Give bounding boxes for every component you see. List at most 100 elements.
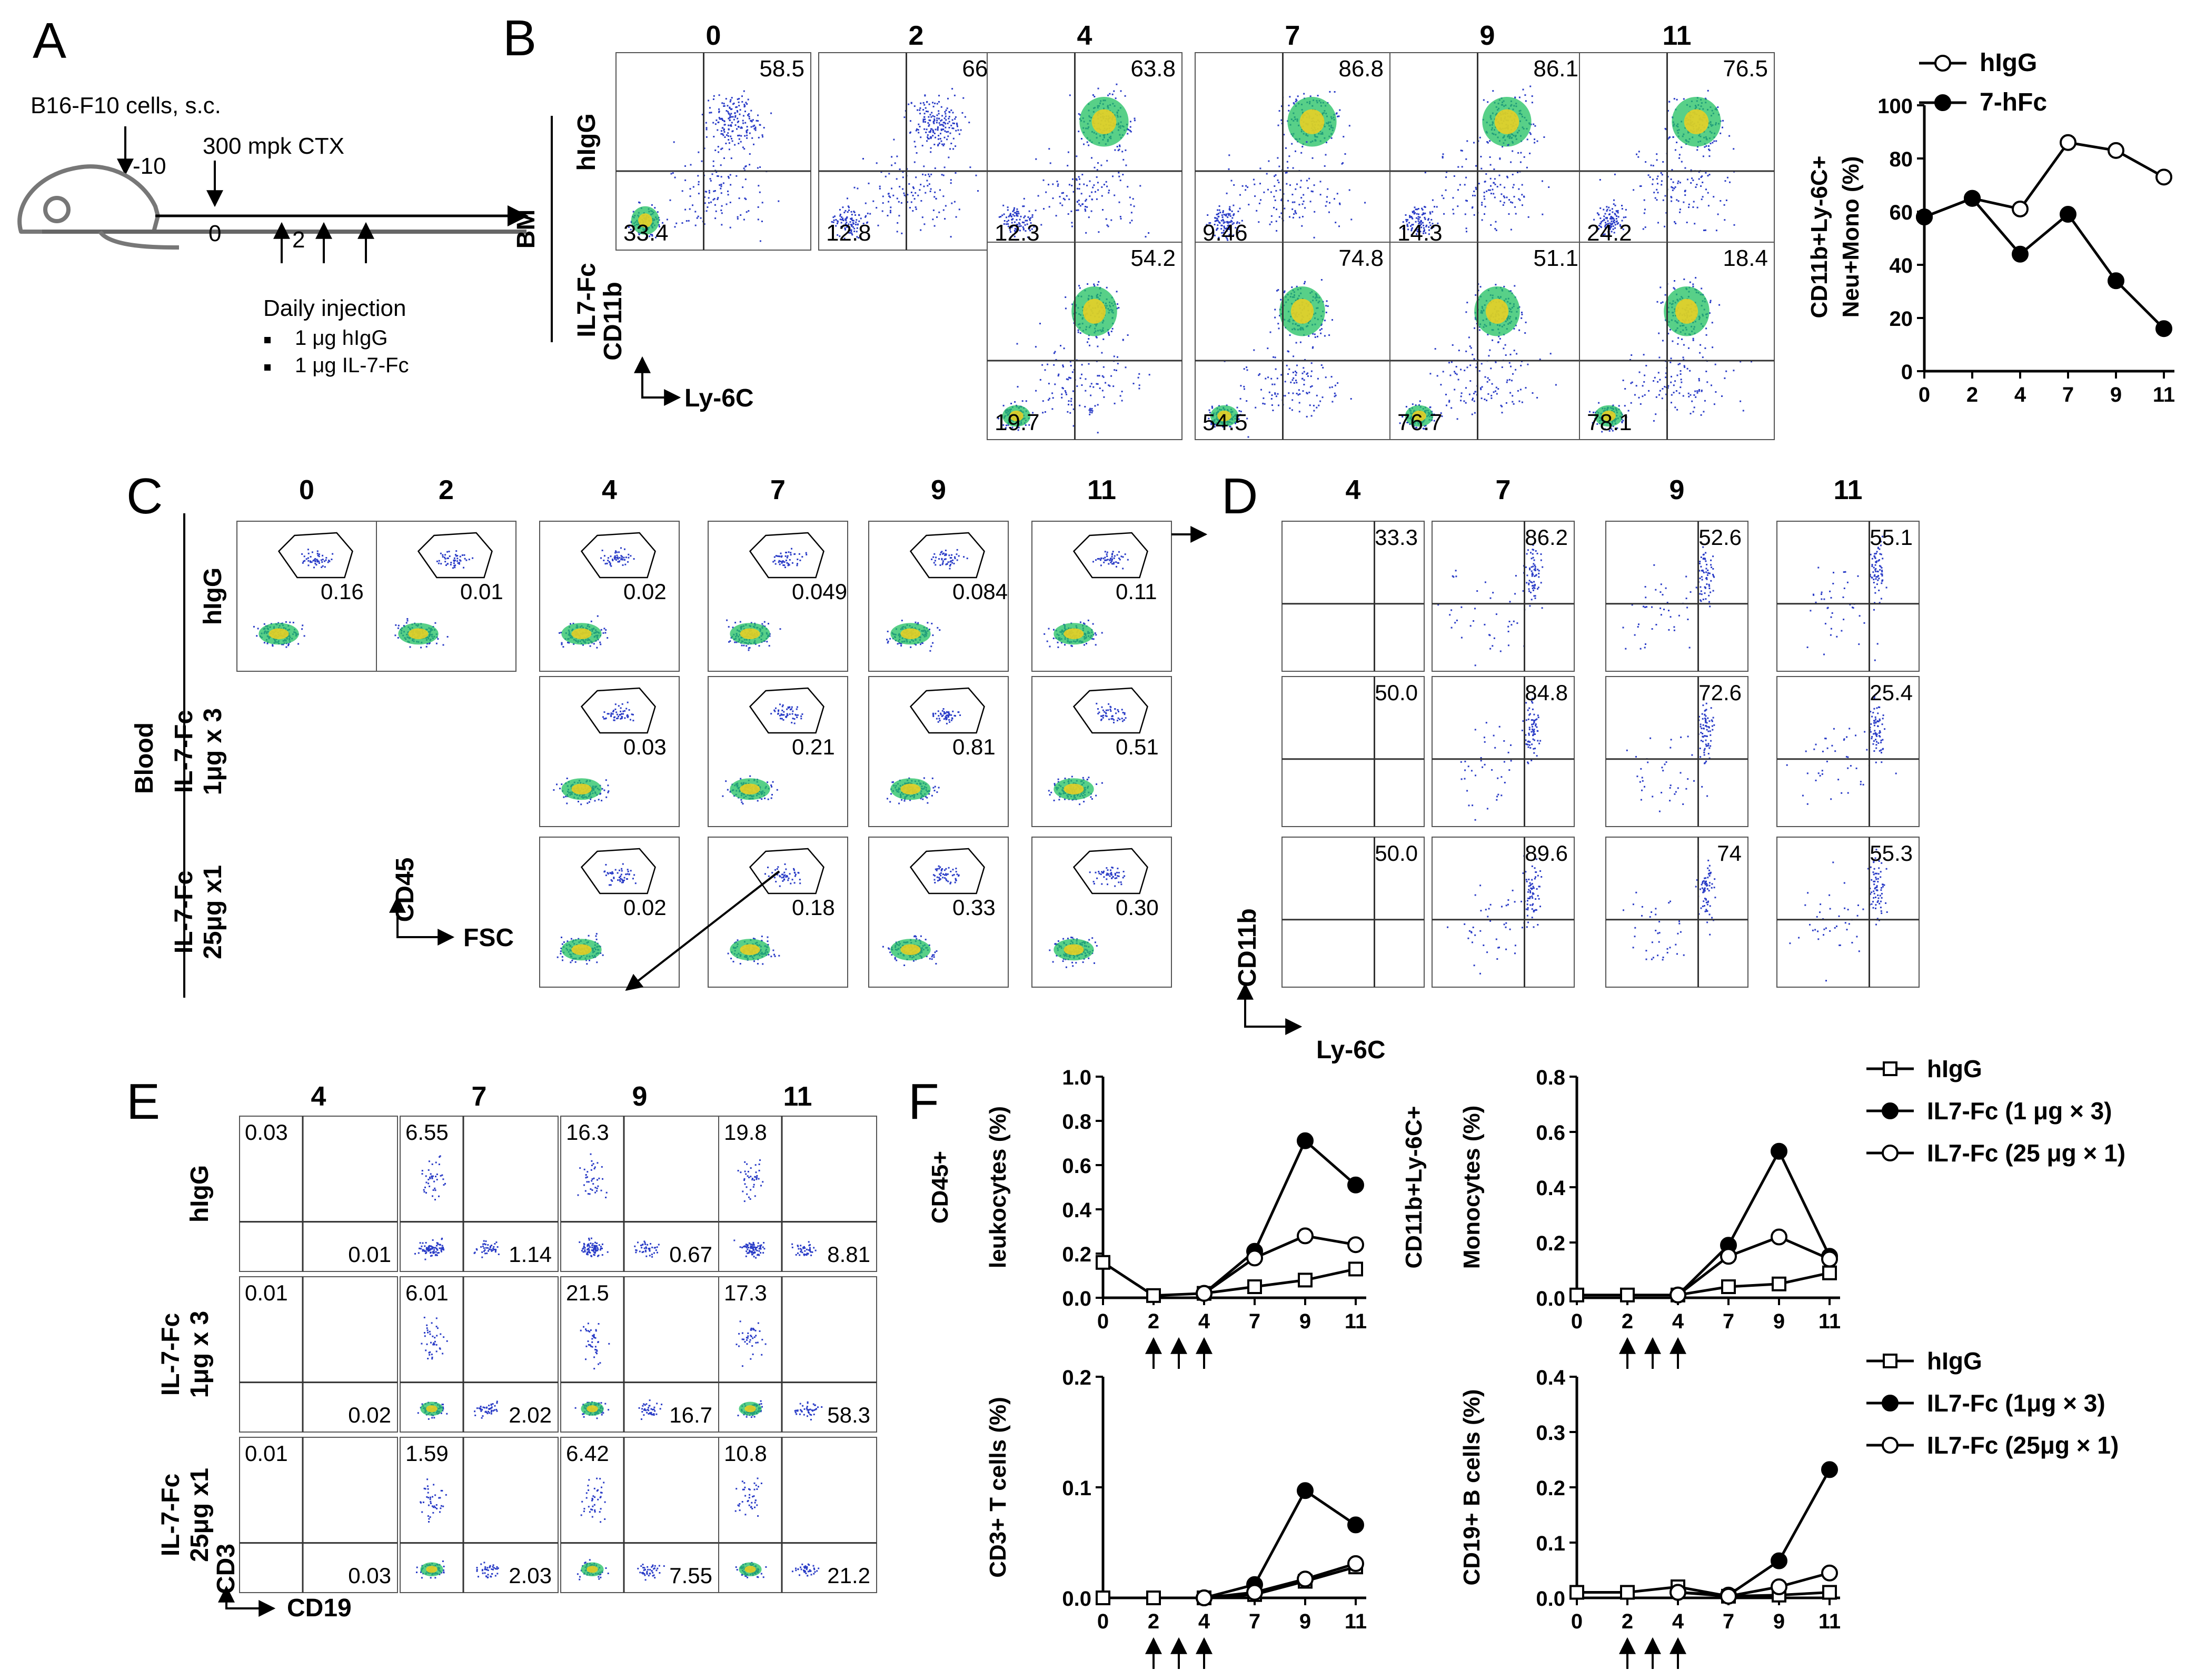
event-dot xyxy=(783,564,786,566)
event-dot xyxy=(1688,206,1690,208)
event-dot xyxy=(1704,146,1706,148)
event-dot xyxy=(1425,238,1427,241)
event-dot xyxy=(1300,197,1303,199)
event-dot xyxy=(727,194,729,196)
x-tick-label: 2 xyxy=(1966,383,1978,406)
event-dot xyxy=(1042,412,1044,414)
event-dot xyxy=(1319,400,1321,402)
event-dot xyxy=(1335,113,1337,115)
blood-label: Blood xyxy=(131,722,158,794)
event-dot xyxy=(1614,227,1616,229)
event-dot xyxy=(1310,362,1313,364)
event-dot xyxy=(1683,98,1685,100)
event-dot xyxy=(1523,156,1525,158)
event-dot xyxy=(1430,227,1432,230)
day-zero-label: 0 xyxy=(208,221,221,246)
event-dot xyxy=(1285,172,1287,174)
event-dot xyxy=(1025,424,1027,426)
b-lower-value: 76.7 xyxy=(1397,410,1443,435)
event-dot xyxy=(1412,217,1414,220)
event-dot xyxy=(1492,90,1494,92)
event-dot xyxy=(761,623,763,625)
event-dot xyxy=(1465,402,1467,404)
event-dot xyxy=(1549,353,1552,355)
event-dot xyxy=(318,560,320,562)
event-dot xyxy=(444,554,446,556)
c-gate-value: 0.049 xyxy=(792,579,847,604)
event-dot xyxy=(876,162,878,164)
event-dot xyxy=(1314,336,1316,338)
event-dot xyxy=(1070,210,1072,212)
event-dot xyxy=(935,128,937,131)
event-dot xyxy=(763,127,765,129)
event-dot xyxy=(1222,210,1224,212)
event-dot xyxy=(1331,319,1333,321)
event-dot xyxy=(1299,341,1301,343)
event-dot xyxy=(744,165,747,167)
event-dot xyxy=(617,556,619,559)
event-dot xyxy=(1452,208,1454,211)
event-dot xyxy=(1079,114,1081,116)
event-dot xyxy=(1629,359,1631,361)
event-dot xyxy=(940,124,942,126)
event-dot xyxy=(1534,138,1536,141)
event-dot xyxy=(1612,425,1614,428)
injection-item-1: 1 μg hIgG xyxy=(295,326,387,350)
event-dot xyxy=(1101,352,1103,354)
c-flow-plot: 0.02 xyxy=(539,521,680,672)
event-dot xyxy=(1497,341,1499,343)
event-dot xyxy=(1241,185,1244,187)
c-day-header: 7 xyxy=(770,475,786,505)
c-x-axis-label: FSC xyxy=(463,924,514,952)
b-upper-value: 63.8 xyxy=(1130,56,1176,82)
event-dot xyxy=(442,644,444,646)
event-dot xyxy=(1127,186,1129,188)
event-dot xyxy=(560,632,562,633)
event-dot xyxy=(1009,214,1011,216)
event-dot xyxy=(1048,184,1049,186)
b-lower-value: 19.7 xyxy=(995,410,1040,435)
event-dot xyxy=(1667,110,1669,112)
event-dot xyxy=(743,644,745,647)
event-dot xyxy=(302,562,304,564)
event-dot xyxy=(460,560,462,562)
event-dot xyxy=(737,121,739,123)
event-dot xyxy=(436,560,438,562)
event-dot xyxy=(780,552,782,554)
event-dot xyxy=(1313,410,1315,412)
event-dot xyxy=(1026,220,1028,222)
event-dot xyxy=(1325,376,1327,379)
event-dot xyxy=(1502,146,1504,148)
event-dot xyxy=(1720,132,1722,134)
event-dot xyxy=(1293,382,1295,384)
event-dot xyxy=(1529,132,1531,134)
event-dot xyxy=(881,210,883,212)
event-dot xyxy=(748,115,750,117)
event-dot xyxy=(1005,427,1007,429)
event-dot xyxy=(1035,346,1037,348)
event-dot xyxy=(1683,201,1685,203)
event-dot xyxy=(1705,327,1707,330)
event-dot xyxy=(737,111,739,113)
event-dot xyxy=(998,417,1000,420)
event-dot xyxy=(1061,204,1064,206)
event-dot xyxy=(864,216,867,218)
event-dot xyxy=(717,129,719,131)
b-chart-ylabel-2: Neu+Mono (%) xyxy=(1838,156,1864,318)
event-dot xyxy=(1612,228,1614,230)
event-dot xyxy=(1671,394,1673,396)
event-dot xyxy=(1306,180,1308,182)
event-dot xyxy=(738,105,740,107)
event-dot xyxy=(1687,392,1690,394)
event-dot xyxy=(930,136,932,138)
event-dot xyxy=(1643,381,1645,383)
b-upper-value: 51.1 xyxy=(1533,245,1578,271)
event-dot xyxy=(1509,392,1512,394)
event-dot xyxy=(684,179,687,181)
event-dot xyxy=(1103,184,1105,186)
event-dot xyxy=(1492,339,1494,341)
event-dot xyxy=(952,137,955,140)
event-dot xyxy=(324,560,326,562)
event-dot xyxy=(1274,200,1276,201)
y-tick-label: 0 xyxy=(1901,361,1913,384)
